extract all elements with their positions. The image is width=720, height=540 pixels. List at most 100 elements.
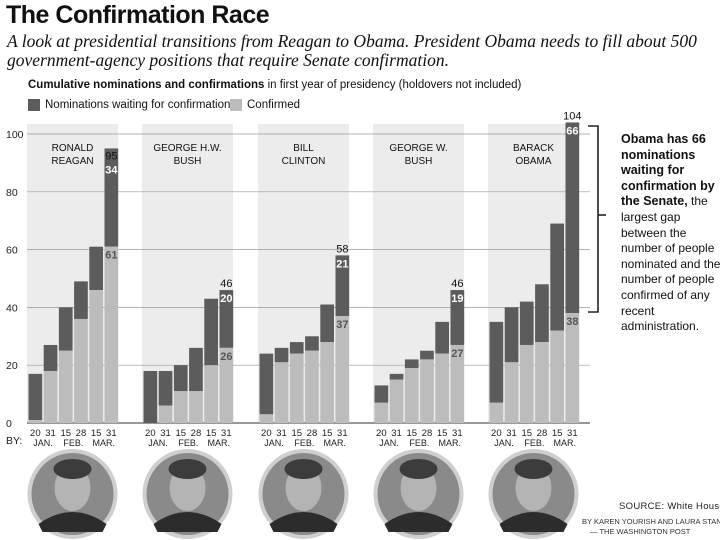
x-day-label: 15 [521,428,532,439]
y-tick-label: 60 [6,245,18,257]
by-label: BY: [6,435,22,447]
bar-confirmed [289,353,304,423]
bar-waiting [504,307,519,363]
bar-confirmed [158,405,173,423]
bar-confirmed [519,344,534,423]
portrait-suit [499,512,568,532]
president-name-line1: BARACK [513,143,554,154]
portrait-hair [53,459,92,479]
bar-waiting [404,359,419,369]
confirmed-label: 61 [105,250,117,262]
chart-heading: Cumulative nominations and confirmations… [28,79,521,91]
x-day-label: 20 [261,428,272,439]
x-month-label: JAN. [494,438,514,448]
portrait-suit [269,512,338,532]
confirmed-label: 26 [220,351,232,363]
portrait-hair [514,459,553,479]
x-day-label: 15 [175,428,186,439]
bar-confirmed [374,402,389,423]
x-day-label: 15 [552,428,563,439]
bar-confirmed [420,359,434,423]
bar-waiting [489,321,504,403]
x-month-label: FEB. [524,438,544,448]
president-name-line2: CLINTON [282,156,326,167]
bar-confirmed [58,350,73,423]
bar-waiting [28,373,43,421]
byline-authors: BY KAREN YOURISH AND LAURA STANTON [582,517,720,526]
x-day-label: 28 [76,428,87,439]
bar-confirmed [74,318,88,423]
x-month-label: MAR. [554,438,577,448]
bar-confirmed [219,347,234,423]
waiting-label: 66 [566,125,578,137]
y-tick-label: 40 [6,302,18,314]
president-name-line1: BILL [293,143,314,154]
annotation-bold: Obama has 66 nominations waiting for con… [621,132,715,209]
total-label: 46 [220,278,232,290]
portrait-suit [384,512,453,532]
annotation-rest: the largest gap between the number of pe… [621,194,720,334]
bar-confirmed [450,344,465,423]
bar-waiting [335,255,350,317]
confirmed-label: 37 [336,319,348,331]
bar-waiting [219,290,234,348]
x-day-label: 31 [391,428,402,439]
bar-confirmed [43,370,58,423]
waiting-label: 20 [220,293,232,305]
bar-confirmed [550,330,564,423]
portrait-suit [38,512,107,532]
source-credit: SOURCE: White House [619,501,720,512]
y-tick-label: 80 [6,187,18,199]
x-day-label: 31 [221,428,232,439]
bar-confirmed [189,391,203,423]
x-day-label: 15 [406,428,417,439]
bar-confirmed [504,362,519,423]
x-day-label: 15 [322,428,333,439]
bar-confirmed [28,420,43,423]
total-label: 58 [336,243,348,255]
x-day-label: 31 [567,428,578,439]
bar-waiting [104,148,119,247]
waiting-label: 34 [105,164,118,176]
x-month-label: MAR. [93,438,116,448]
bar-waiting [158,370,173,406]
legend-confirmed-label: Confirmed [247,99,301,111]
y-tick-label: 0 [6,418,12,430]
x-day-label: 31 [276,428,287,439]
x-month-label: JAN. [33,438,53,448]
x-day-label: 15 [291,428,302,439]
x-day-label: 20 [491,428,502,439]
bar-waiting [565,122,580,314]
x-day-label: 15 [91,428,102,439]
bar-confirmed [404,368,419,423]
x-month-label: FEB. [63,438,83,448]
y-tick-label: 20 [6,360,18,372]
x-month-label: MAR. [439,438,462,448]
bar-waiting [389,373,404,380]
president-name-line1: RONALD [52,143,94,154]
x-month-label: JAN. [264,438,284,448]
bar-waiting [274,347,289,363]
legend-waiting-label: Nominations waiting for confirmation [45,99,231,111]
x-month-label: FEB. [178,438,198,448]
bar-confirmed [435,353,449,423]
legend-confirmed-swatch [230,99,242,111]
bar-waiting [374,385,389,403]
x-month-label: FEB. [409,438,429,448]
bracket [588,125,599,313]
president-name-line1: GEORGE W. [389,143,447,154]
x-day-label: 31 [160,428,171,439]
bar-waiting [420,350,434,360]
bar-confirmed [335,316,350,423]
chart-heading-bold: Cumulative nominations and confirmations [28,79,265,91]
legend-confirmed: Confirmed [230,99,300,111]
total-label: 46 [451,278,463,290]
y-tick-label: 100 [6,129,24,141]
bar-waiting [550,223,564,331]
bar-confirmed [389,379,404,423]
bar-confirmed [320,342,334,423]
bar-confirmed [565,313,580,423]
x-day-label: 31 [452,428,463,439]
waiting-label: 19 [451,293,463,305]
